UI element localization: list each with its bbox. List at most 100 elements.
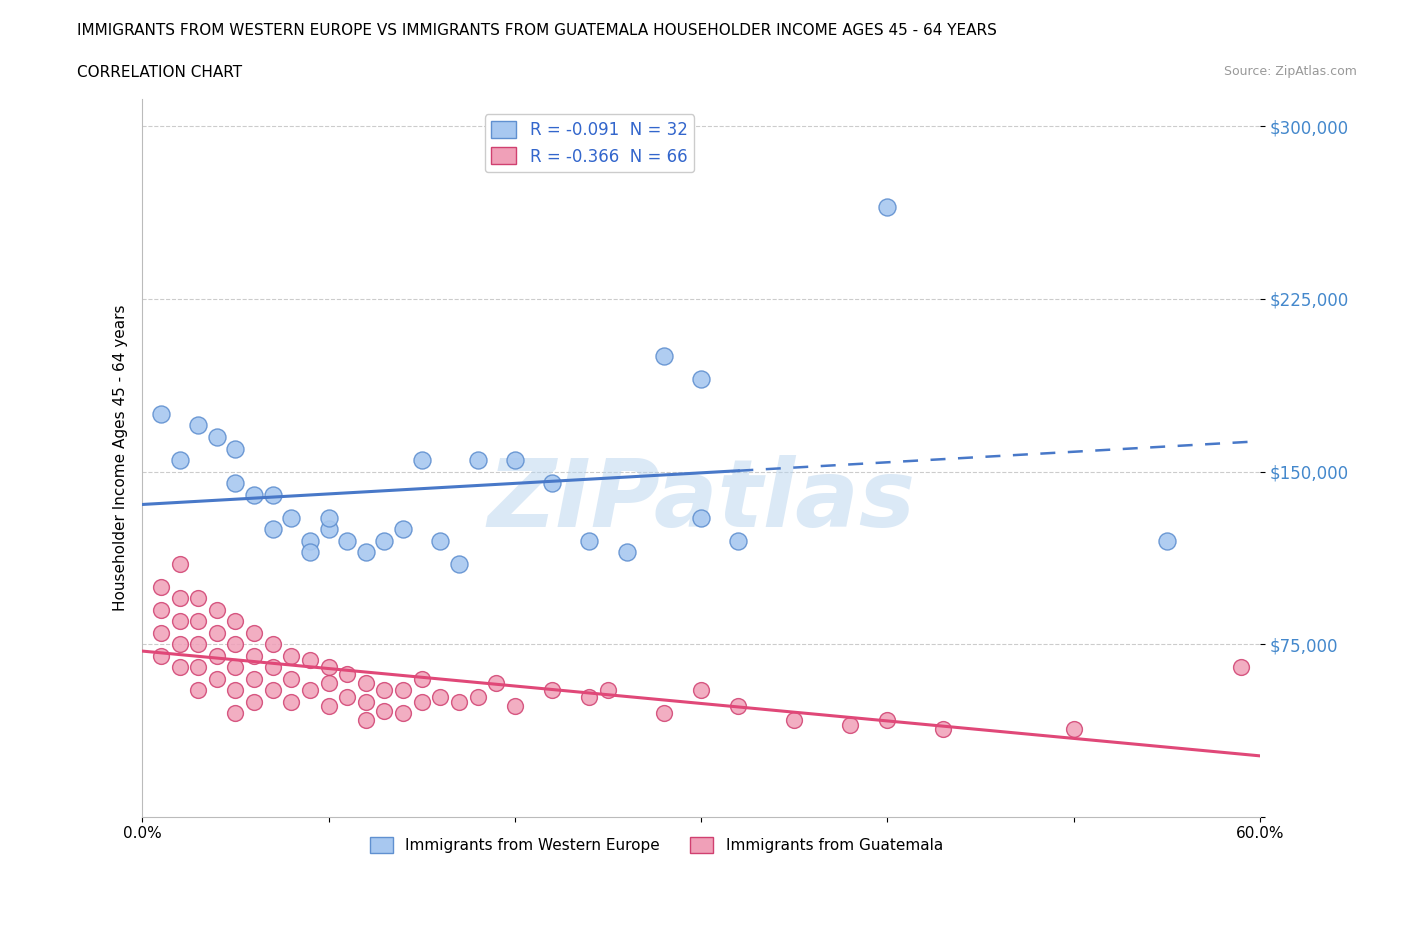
Point [318,698,340,713]
Point [149,602,172,617]
Point [373,683,395,698]
Point [467,690,489,705]
Point [243,487,266,502]
Point [447,556,470,571]
Point [205,625,228,640]
Point [169,659,191,674]
Point [336,690,359,705]
Point [373,533,395,548]
Point [205,648,228,663]
Point [392,706,415,721]
Point [318,676,340,691]
Point [280,671,302,686]
Point [262,637,284,652]
Point [429,533,451,548]
Point [503,453,526,468]
Point [783,712,806,727]
Point [336,533,359,548]
Point [149,625,172,640]
Point [205,602,228,617]
Point [690,683,713,698]
Point [280,648,302,663]
Point [243,648,266,663]
Point [224,659,246,674]
Point [187,659,209,674]
Point [354,676,377,691]
Point [541,475,564,490]
Point [298,683,321,698]
Point [1063,722,1085,737]
Point [298,533,321,548]
Point [169,614,191,629]
Point [429,690,451,705]
Point [392,683,415,698]
Point [541,683,564,698]
Y-axis label: Householder Income Ages 45 - 64 years: Householder Income Ages 45 - 64 years [114,304,128,611]
Point [876,712,898,727]
Point [318,522,340,537]
Point [354,545,377,560]
Point [690,510,713,525]
Point [224,637,246,652]
Point [262,659,284,674]
Text: ZIPatlas: ZIPatlas [486,455,915,547]
Point [411,671,433,686]
Point [169,637,191,652]
Point [224,683,246,698]
Point [243,694,266,709]
Point [298,653,321,668]
Point [727,533,749,548]
Point [262,487,284,502]
Point [205,671,228,686]
Point [187,683,209,698]
Point [262,522,284,537]
Point [169,556,191,571]
Point [262,683,284,698]
Point [652,706,675,721]
Point [578,690,600,705]
Point [1230,659,1253,674]
Text: CORRELATION CHART: CORRELATION CHART [77,65,242,80]
Point [187,637,209,652]
Point [298,545,321,560]
Point [503,698,526,713]
Point [932,722,955,737]
Point [354,694,377,709]
Text: IMMIGRANTS FROM WESTERN EUROPE VS IMMIGRANTS FROM GUATEMALA HOUSEHOLDER INCOME A: IMMIGRANTS FROM WESTERN EUROPE VS IMMIGR… [77,23,997,38]
Point [169,591,191,605]
Point [411,694,433,709]
Point [280,510,302,525]
Point [876,199,898,214]
Point [318,659,340,674]
Point [727,698,749,713]
Text: Source: ZipAtlas.com: Source: ZipAtlas.com [1223,65,1357,78]
Point [205,430,228,445]
Point [318,510,340,525]
Point [280,694,302,709]
Point [578,533,600,548]
Point [243,625,266,640]
Point [652,349,675,364]
Point [690,372,713,387]
Point [336,667,359,682]
Point [224,441,246,456]
Point [149,406,172,421]
Point [224,475,246,490]
Point [616,545,638,560]
Point [485,676,508,691]
Point [243,671,266,686]
Point [169,453,191,468]
Point [149,579,172,594]
Point [467,453,489,468]
Point [224,706,246,721]
Point [187,591,209,605]
Legend: Immigrants from Western Europe, Immigrants from Guatemala: Immigrants from Western Europe, Immigran… [364,831,949,859]
Point [354,712,377,727]
Point [224,614,246,629]
Point [839,717,862,732]
Point [411,453,433,468]
Point [392,522,415,537]
Point [373,703,395,718]
Point [447,694,470,709]
Point [187,614,209,629]
